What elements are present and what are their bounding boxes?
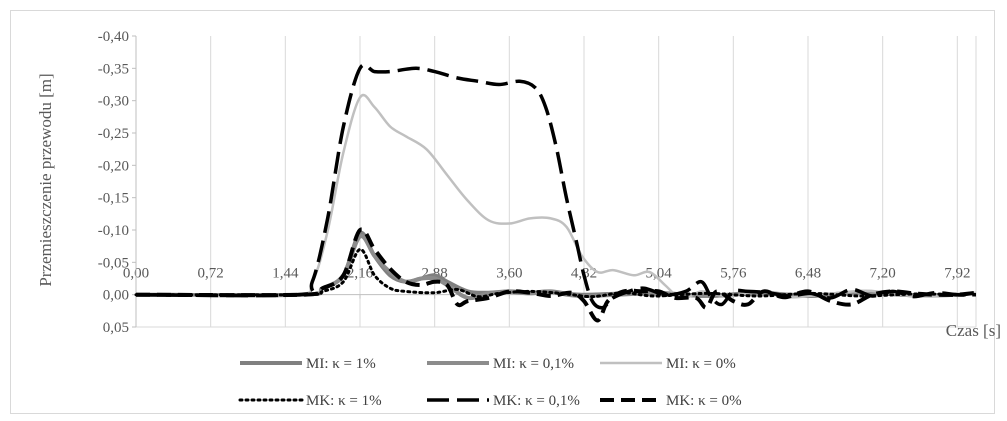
y-tick-label: 0,00 <box>103 288 129 304</box>
series-line-3 <box>135 93 977 300</box>
x-tick-label: 0,72 <box>198 266 224 282</box>
y-tick-label: -0,15 <box>98 191 129 207</box>
y-tick-label: -0,30 <box>98 94 129 110</box>
x-tick-label: 2,16 <box>347 266 374 282</box>
y-tick-label: -0,40 <box>98 29 129 45</box>
x-tick-label: 6,48 <box>795 266 821 282</box>
legend-label-2: MI: κ = 0,1% <box>493 356 574 372</box>
legend-label-3: MI: κ = 0% <box>666 356 736 372</box>
series-line-1 <box>135 230 966 299</box>
series-line-4 <box>134 247 968 299</box>
legend: MI: κ = 1% MI: κ = 0,1% MI: κ = 0% MK: κ = … <box>238 356 742 409</box>
y-axis-title: Przemieszczenie przewodu [m] <box>36 73 55 286</box>
legend-label-5: MK: κ = 0,1% <box>493 393 580 409</box>
y-tick-label: -0,20 <box>98 158 129 174</box>
x-tick-label: 3,60 <box>496 266 522 282</box>
y-tick-label: -0,05 <box>98 255 129 271</box>
series-layer <box>134 63 977 323</box>
series-line-5 <box>135 63 977 310</box>
legend-label-1: MI: κ = 1% <box>306 356 376 372</box>
grid-layer <box>135 36 977 328</box>
y-tick-label: -0,25 <box>98 126 129 142</box>
x-tick-label: 1,44 <box>272 266 299 282</box>
series-line-6 <box>135 227 977 323</box>
y-tick-label: 0,05 <box>103 320 129 336</box>
legend-label-4: MK: κ = 1% <box>306 393 382 409</box>
x-axis: 0,00 0,72 1,44 2,16 2,88 3,60 4,32 5,04 5,76 6,48… <box>123 266 976 299</box>
series-line-2 <box>135 234 966 301</box>
x-tick-label: 5,76 <box>720 266 747 282</box>
x-tick-label: 5,04 <box>646 266 673 282</box>
x-tick-label: 7,92 <box>944 266 970 282</box>
y-tick-label: -0,35 <box>98 61 129 77</box>
y-tick-label: -0,10 <box>98 223 129 239</box>
x-tick-label: 7,20 <box>870 266 896 282</box>
legend-label-6: MK: κ = 0% <box>666 393 742 409</box>
x-axis-title: Czas [s] <box>946 321 1001 340</box>
y-axis: -0,40 -0,35 -0,30 -0,25 -0,20 -0,15 -0,10 -0,05… <box>98 29 137 336</box>
chart-frame <box>10 10 995 414</box>
